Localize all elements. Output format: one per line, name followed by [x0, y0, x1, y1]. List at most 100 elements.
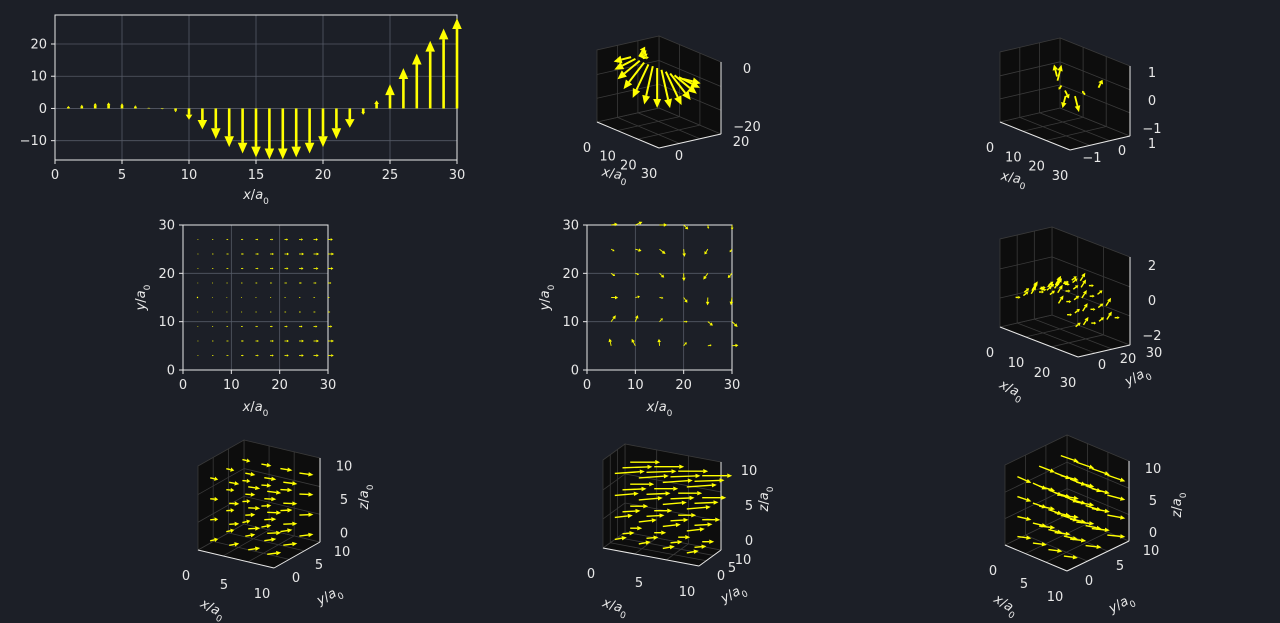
tick-label-x: 10: [599, 150, 616, 165]
data-arrow: [659, 223, 668, 227]
data-arrow: [1097, 79, 1104, 89]
tick-label-y: 10: [334, 545, 351, 560]
data-arrow: [1049, 290, 1055, 296]
data-arrow: [1064, 90, 1070, 99]
data-arrow: [328, 267, 334, 270]
data-arrow: [328, 281, 332, 285]
data-arrow: [638, 474, 669, 479]
pane-grid: [999, 61, 1061, 77]
data-arrow: [345, 108, 355, 128]
data-arrow: [261, 523, 272, 529]
y-axis-line: [273, 541, 321, 569]
tick-label-y: 0: [675, 149, 683, 164]
data-arrow: [1107, 514, 1126, 520]
data-arrow: [694, 544, 707, 549]
data-arrow: [242, 519, 251, 524]
tick-label-x: 0: [989, 564, 997, 579]
pane-grid: [1066, 488, 1130, 515]
tick-label-x: 30: [641, 167, 658, 182]
data-arrow: [229, 481, 240, 486]
tick-label-x: 5: [118, 168, 126, 183]
data-arrow: [1106, 311, 1112, 320]
data-arrow: [1048, 488, 1063, 496]
pane-grid: [228, 532, 305, 552]
data-arrow: [255, 267, 259, 270]
data-arrow: [299, 297, 301, 298]
data-arrow: [705, 297, 710, 306]
data-arrow: [284, 311, 287, 313]
pane-grid: [1019, 117, 1090, 146]
data-arrow: [702, 473, 733, 478]
pane-grid: [1023, 116, 1084, 132]
data-arrow: [1032, 502, 1047, 509]
data-arrow: [313, 339, 319, 343]
data-arrow: [284, 238, 289, 241]
data-arrow: [255, 325, 258, 328]
data-arrow: [264, 476, 277, 481]
data-arrow: [1074, 95, 1081, 113]
z-axis-label: z/a0: [357, 484, 376, 510]
data-arrow: [1017, 515, 1032, 521]
data-arrow: [1038, 465, 1056, 473]
data-arrow: [611, 222, 618, 227]
data-arrow: [608, 338, 612, 346]
tick-label-x: 20: [675, 378, 692, 393]
data-arrow: [242, 499, 251, 504]
pane-grid: [602, 473, 626, 491]
pane-grid: [197, 495, 245, 523]
data-arrow: [1032, 281, 1038, 290]
data-arrow: [299, 339, 304, 343]
data-arrow: [614, 469, 645, 475]
data-arrow: [683, 224, 689, 230]
data-arrow: [704, 248, 709, 255]
data-arrow: [212, 326, 214, 327]
data-arrow: [1063, 280, 1069, 284]
tick-label-z: 0: [743, 62, 751, 77]
data-arrow: [1072, 285, 1079, 290]
data-arrow: [255, 252, 259, 256]
data-arrow: [313, 238, 318, 241]
data-arrow: [670, 517, 689, 523]
data-arrow: [255, 238, 259, 241]
data-arrow: [1088, 284, 1094, 288]
data-arrow: [1063, 495, 1078, 503]
x-axis-line: [999, 121, 1071, 151]
data-arrow: [452, 18, 462, 109]
y-axis-line: [1077, 344, 1131, 358]
data-arrow: [1041, 288, 1047, 292]
data-arrow: [686, 549, 699, 554]
tick-label-x: 5: [220, 578, 228, 593]
data-arrow: [1097, 290, 1103, 295]
tick-label-x: 25: [382, 168, 399, 183]
data-arrow: [654, 464, 685, 469]
data-arrow: [261, 462, 272, 468]
data-arrow: [248, 505, 261, 511]
data-arrow: [248, 546, 261, 551]
tick-label-y: 30: [158, 219, 175, 234]
data-arrow: [1097, 303, 1104, 309]
data-arrow: [255, 297, 257, 298]
data-arrow: [646, 491, 671, 496]
data-arrow: [212, 268, 214, 269]
data-arrow: [678, 491, 703, 496]
data-arrow: [642, 55, 649, 60]
data-arrow: [613, 55, 632, 64]
data-arrow: [264, 108, 275, 160]
data-arrow: [284, 325, 288, 328]
data-arrow: [682, 273, 686, 282]
tick-label-x: 0: [583, 378, 591, 393]
data-arrow: [245, 472, 256, 477]
data-arrow: [328, 325, 333, 328]
tick-label-y: 30: [562, 219, 579, 234]
data-arrow: [1064, 282, 1070, 286]
data-arrow: [212, 354, 214, 357]
data-arrow: [313, 252, 320, 256]
data-arrow: [412, 53, 422, 109]
data-arrow: [160, 108, 164, 110]
data-arrow: [197, 282, 199, 284]
data-arrow: [229, 521, 240, 527]
data-arrow: [229, 542, 240, 547]
pane-grid: [1025, 324, 1078, 338]
